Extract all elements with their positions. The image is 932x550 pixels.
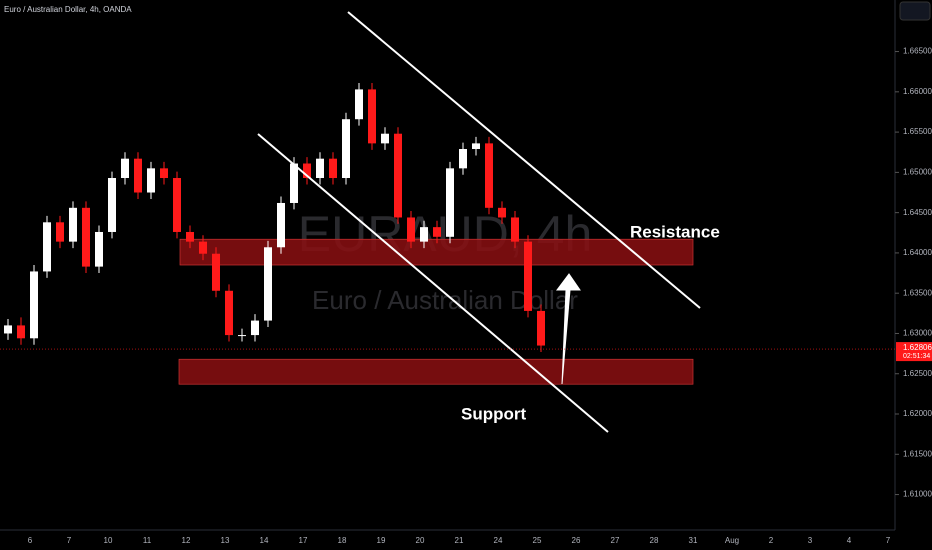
y-tick-label: 1.66000 (903, 87, 932, 96)
candle-body (212, 253, 220, 291)
x-tick-label: 11 (143, 536, 152, 545)
candle-body (290, 163, 298, 203)
annotation: Support (461, 404, 526, 423)
x-tick-label: 19 (377, 536, 386, 545)
y-tick-label: 1.63000 (903, 329, 932, 338)
candle-body (17, 325, 25, 339)
x-tick-label: 3 (808, 536, 813, 545)
chart-title: Euro / Australian Dollar, 4h, OANDA (4, 5, 132, 14)
candle-body (329, 158, 337, 179)
y-tick-label: 1.64000 (903, 248, 932, 257)
annotation: Resistance (630, 222, 720, 241)
candle-body (407, 217, 415, 242)
candle-body (342, 119, 350, 179)
candle-body (368, 89, 376, 144)
candle-body (381, 133, 389, 144)
candle-body (511, 217, 519, 242)
x-tick-label: 17 (299, 536, 308, 545)
arrow (556, 273, 581, 385)
x-tick-label: 27 (611, 536, 620, 545)
x-tick-label: 28 (650, 536, 659, 545)
candle-body (485, 143, 493, 208)
y-tick-label: 1.61000 (903, 490, 932, 499)
x-tick-label: 13 (221, 536, 230, 545)
y-tick-label: 1.61500 (903, 449, 932, 458)
x-tick-label: 18 (338, 536, 347, 545)
settings-button[interactable] (899, 1, 931, 21)
x-tick-label: 24 (494, 536, 503, 545)
y-tick-label: 1.65000 (903, 167, 932, 176)
x-tick-label: 2 (769, 536, 774, 545)
candle-body (30, 271, 38, 339)
candle-body (303, 163, 311, 179)
candle-body (277, 202, 285, 248)
candle-body (446, 168, 454, 237)
x-tick-label: 10 (104, 536, 113, 545)
last-price-label: 1.62806 (903, 343, 932, 352)
y-tick-label: 1.64500 (903, 208, 932, 217)
y-tick-label: 1.62000 (903, 409, 932, 418)
countdown: 02:51:34 (903, 353, 930, 360)
x-tick-label: 14 (260, 536, 269, 545)
candle-body (121, 158, 129, 179)
x-tick-label: Aug (725, 536, 739, 545)
candle-body (4, 325, 12, 334)
candle-body (69, 207, 77, 242)
last-price-box (896, 342, 932, 362)
candle-body (355, 89, 363, 120)
watermark-subtitle: Euro / Australian Dollar (312, 285, 578, 315)
candle-body (472, 143, 480, 150)
candle-body (524, 241, 532, 311)
candle-body (108, 178, 116, 232)
candle-body (134, 158, 142, 193)
candle-body (394, 133, 402, 218)
x-tick-label: 31 (689, 536, 698, 545)
candle-body (251, 320, 259, 336)
zone (178, 358, 694, 385)
candle-body (95, 231, 103, 267)
candle-body (225, 290, 233, 336)
candle-body (238, 335, 246, 337)
x-tick-label: 20 (416, 536, 425, 545)
candle-body (199, 241, 207, 254)
trend-line (257, 133, 609, 433)
y-tick-label: 1.66500 (903, 47, 932, 56)
y-tick-label: 1.62500 (903, 369, 932, 378)
candle-body (82, 207, 90, 267)
trend-line (347, 11, 701, 309)
candle-body (459, 149, 467, 169)
candle-body (537, 310, 545, 346)
y-tick-label: 1.65500 (903, 127, 932, 136)
candle-body (173, 178, 181, 232)
x-tick-label: 7 (886, 536, 891, 545)
x-tick-label: 21 (455, 536, 464, 545)
x-tick-label: 7 (67, 536, 72, 545)
candle-body (186, 231, 194, 242)
y-tick-label: 1.63500 (903, 288, 932, 297)
candle-body (56, 222, 64, 242)
x-tick-label: 6 (28, 536, 33, 545)
candle-body (316, 158, 324, 179)
candle-body (147, 168, 155, 193)
x-tick-label: 25 (533, 536, 542, 545)
candle-body (43, 222, 51, 272)
candle-body (498, 207, 506, 218)
candle-body (420, 227, 428, 242)
x-tick-label: 12 (182, 536, 191, 545)
x-tick-label: 26 (572, 536, 581, 545)
candle-body (160, 168, 168, 179)
x-tick-label: 4 (847, 536, 852, 545)
candle-body (264, 247, 272, 321)
candle-body (433, 227, 441, 237)
